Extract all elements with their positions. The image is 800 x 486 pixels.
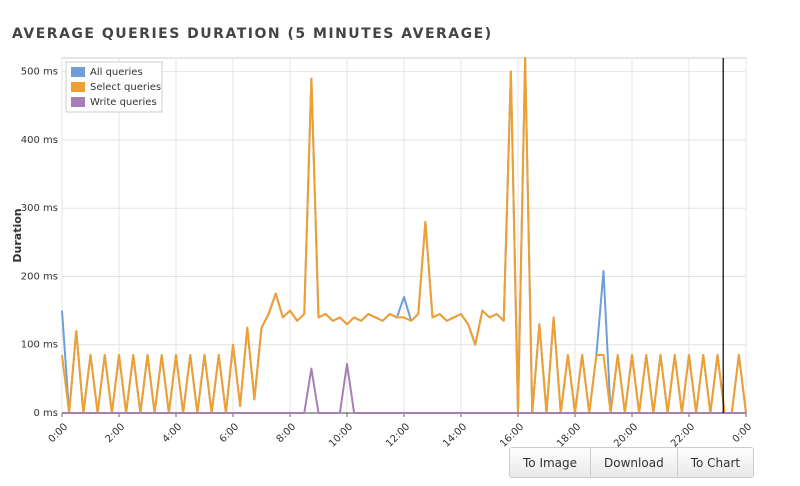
y-tick-label: 200 ms: [21, 271, 58, 282]
button-group: To Image Download To Chart: [509, 447, 755, 478]
to-image-button[interactable]: To Image: [510, 448, 592, 477]
x-tick-label: 16:00: [498, 421, 526, 449]
x-tick-label: 18:00: [555, 421, 583, 449]
x-tick-label: 12:00: [384, 421, 412, 449]
series-line: [61, 57, 747, 414]
legend-swatch: [71, 82, 85, 92]
chart-title: AVERAGE QUERIES DURATION (5 MINUTES AVER…: [12, 26, 493, 42]
y-tick-label: 100 ms: [21, 340, 58, 351]
y-axis-label: Duration: [11, 208, 24, 262]
series-line: [62, 362, 746, 414]
legend-swatch: [71, 97, 85, 107]
y-tick-label: 0 ms: [34, 408, 59, 419]
x-tick-label: 22:00: [669, 421, 697, 449]
x-tick-label: 14:00: [441, 421, 469, 449]
x-tick-label: 8:00: [275, 421, 299, 445]
x-tick-label: 0:00: [47, 421, 71, 445]
legend-swatch: [71, 67, 85, 77]
y-tick-label: 500 ms: [21, 67, 58, 78]
x-tick-label: 2:00: [104, 421, 128, 445]
legend-label: Select queries: [90, 82, 161, 93]
x-tick-label: 0:00: [731, 421, 755, 445]
legend-label: All queries: [90, 67, 143, 78]
legend-label: Write queries: [90, 97, 157, 108]
x-tick-label: 20:00: [612, 421, 640, 449]
download-button[interactable]: Download: [591, 448, 678, 477]
y-tick-label: 400 ms: [21, 135, 58, 146]
x-tick-label: 4:00: [161, 421, 185, 445]
y-tick-label: 300 ms: [21, 203, 58, 214]
x-tick-label: 10:00: [327, 421, 355, 449]
to-chart-button[interactable]: To Chart: [677, 448, 754, 477]
x-tick-label: 6:00: [218, 421, 242, 445]
